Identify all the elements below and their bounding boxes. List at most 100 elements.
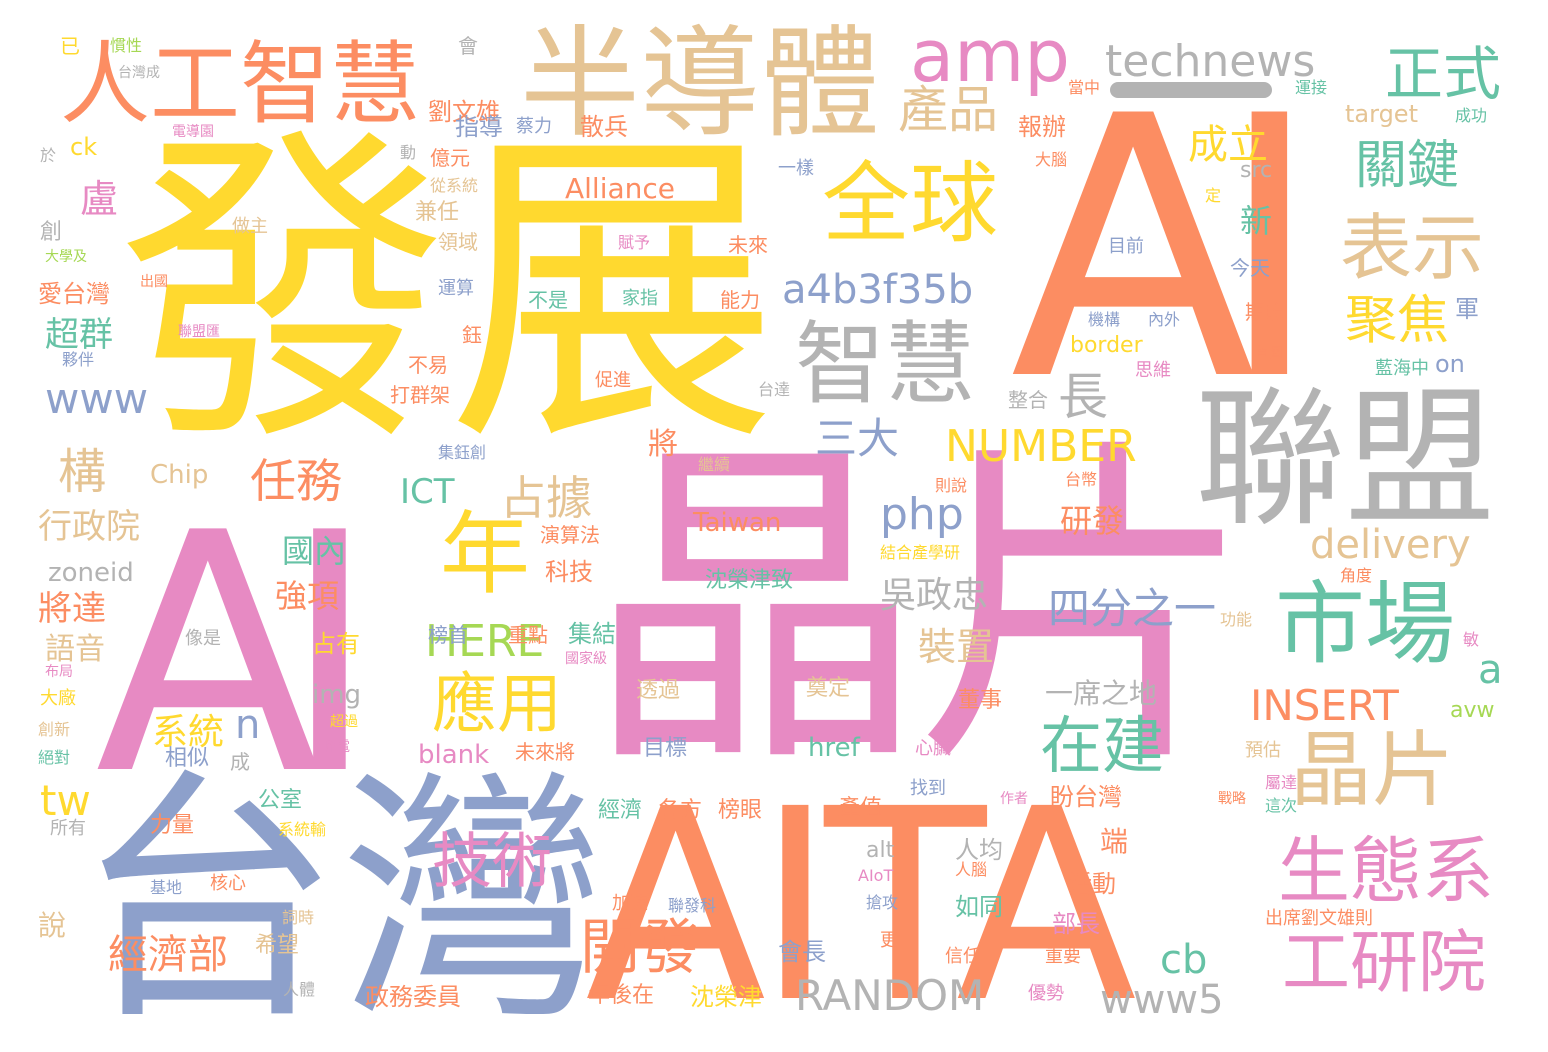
word: 表示 — [1340, 212, 1484, 284]
word: 四分之一 — [1048, 588, 1216, 630]
word: on — [1435, 352, 1465, 376]
word: 成 — [230, 752, 250, 772]
word: 晶片 — [1290, 730, 1454, 812]
word: 結合產學研 — [880, 545, 960, 561]
word: 蔡力 — [516, 118, 552, 136]
word: 搶攻 — [866, 895, 898, 911]
word: 大廠 — [40, 690, 76, 708]
word: 聯發科 — [668, 898, 716, 914]
word: technews — [1105, 40, 1315, 84]
word: 強項 — [275, 580, 339, 612]
word: avw — [1450, 700, 1495, 722]
word: 當中 — [1068, 80, 1100, 96]
word: 加速 — [612, 895, 648, 913]
word: 國家級 — [565, 652, 607, 666]
word: 應用 — [432, 672, 562, 737]
word: 今天 — [1230, 258, 1270, 278]
word: 演算法 — [540, 525, 600, 545]
word: 全球 — [822, 160, 998, 248]
word: 產值 — [838, 798, 882, 820]
word: 愛台灣 — [38, 282, 110, 306]
word: 占據 — [500, 475, 592, 521]
word: alt — [866, 840, 894, 862]
word: 端 — [1100, 828, 1128, 856]
word: 超群 — [45, 318, 113, 352]
word: 聯盟匯 — [178, 325, 220, 339]
word: blank — [418, 742, 489, 768]
word: 工研院 — [1282, 930, 1486, 998]
word: 將達 — [38, 592, 106, 626]
word: delivery — [1310, 525, 1471, 565]
word: 重要 — [1045, 948, 1081, 966]
word: www5 — [1100, 980, 1224, 1020]
word: 絕對 — [38, 750, 70, 766]
word: 動 — [400, 145, 416, 161]
word: 心臟 — [915, 740, 951, 758]
word: 公室 — [258, 790, 302, 812]
word: 敏 — [1463, 632, 1479, 648]
word: 不易 — [408, 355, 448, 375]
word: RANDOM — [795, 975, 984, 1017]
word: 找到 — [910, 780, 946, 798]
word: 語音 — [45, 635, 105, 665]
word: 國內 — [282, 535, 346, 567]
word: 榜首 — [428, 625, 468, 645]
word: 台達 — [758, 382, 790, 398]
word: 董事 — [958, 690, 1002, 712]
word: INSERT — [1250, 685, 1399, 727]
word: 於 — [40, 148, 56, 164]
word: 經濟 — [598, 800, 642, 822]
word: 散兵 — [580, 115, 628, 139]
word: 榜眼 — [718, 800, 762, 822]
word: 關鍵 — [1355, 140, 1459, 192]
word: 產品 — [898, 85, 998, 135]
word: 會長 — [778, 940, 826, 964]
word: 指導 — [455, 115, 503, 139]
word: 做主 — [232, 218, 268, 236]
word: ICT — [400, 475, 455, 509]
word: 科技 — [545, 560, 593, 584]
word: a4b3f35b — [782, 270, 973, 310]
word: Chip — [150, 462, 208, 488]
word: 盼台灣 — [1050, 785, 1122, 809]
word: 會 — [458, 36, 478, 56]
word: AIoT — [858, 868, 893, 884]
word: cb — [1160, 940, 1207, 980]
word: 大腦 — [1035, 152, 1067, 168]
word: 政務委員 — [365, 985, 461, 1009]
word: 聯電 — [322, 740, 350, 754]
word: 部長 — [1052, 912, 1100, 936]
word: 研發 — [1060, 505, 1124, 537]
word: 正式 — [1385, 45, 1501, 103]
word: 則說 — [935, 478, 967, 494]
word: 智慧 — [795, 320, 975, 410]
word: 集結 — [568, 622, 616, 646]
word: 思維 — [1135, 362, 1171, 380]
word: 台幣 — [1065, 472, 1097, 488]
word: 屬達 — [1265, 775, 1297, 791]
word: a — [1478, 650, 1503, 690]
word: 如同 — [955, 895, 1003, 919]
word: src — [1240, 160, 1272, 182]
word: 慣性 — [110, 38, 142, 54]
word: 戰略 — [1218, 792, 1246, 806]
word: 繼續 — [698, 457, 730, 473]
word: 兼任 — [415, 202, 459, 224]
word: 運算 — [438, 280, 474, 298]
word: 從系統 — [430, 178, 478, 194]
word: 內外 — [1148, 312, 1180, 328]
word: 家指 — [622, 290, 658, 308]
word: 所有 — [50, 820, 86, 838]
word: Taiwan — [693, 510, 781, 536]
word: 目前 — [1108, 238, 1144, 256]
word: 超過 — [330, 715, 358, 729]
word: 盧 — [80, 180, 118, 218]
word: 功能 — [1220, 612, 1252, 628]
word: 系統輸 — [278, 822, 326, 838]
word: 人均 — [955, 838, 1003, 862]
word: 期盼 — [1245, 302, 1285, 322]
dash-mark — [1110, 82, 1272, 98]
word: 詞時 — [282, 910, 314, 926]
word: 打群架 — [390, 385, 450, 405]
word: 整合 — [1008, 390, 1048, 410]
